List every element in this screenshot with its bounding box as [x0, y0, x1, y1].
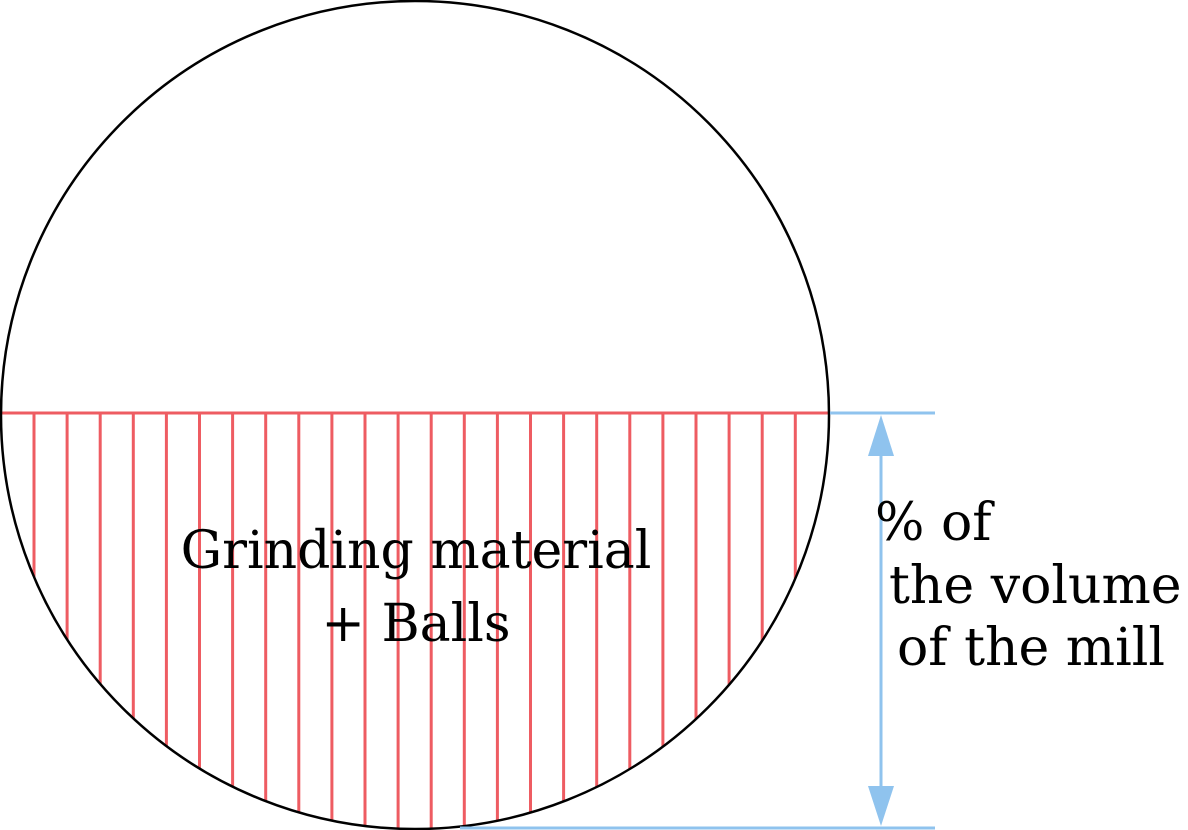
dimension-label-line3: of the mill — [897, 618, 1165, 678]
dimension-label-line1: % of — [875, 493, 995, 553]
fill-label-line2: + Balls — [321, 594, 510, 654]
fill-hatching — [32, 413, 797, 829]
dimension-arrowhead-up-icon — [868, 415, 894, 456]
dimension-arrowhead-down-icon — [868, 786, 894, 826]
mill-drum-outline — [0, 0, 831, 830]
fill-label-line1: Grinding material — [181, 521, 652, 581]
dimension-label-line2: the volume — [889, 556, 1182, 616]
